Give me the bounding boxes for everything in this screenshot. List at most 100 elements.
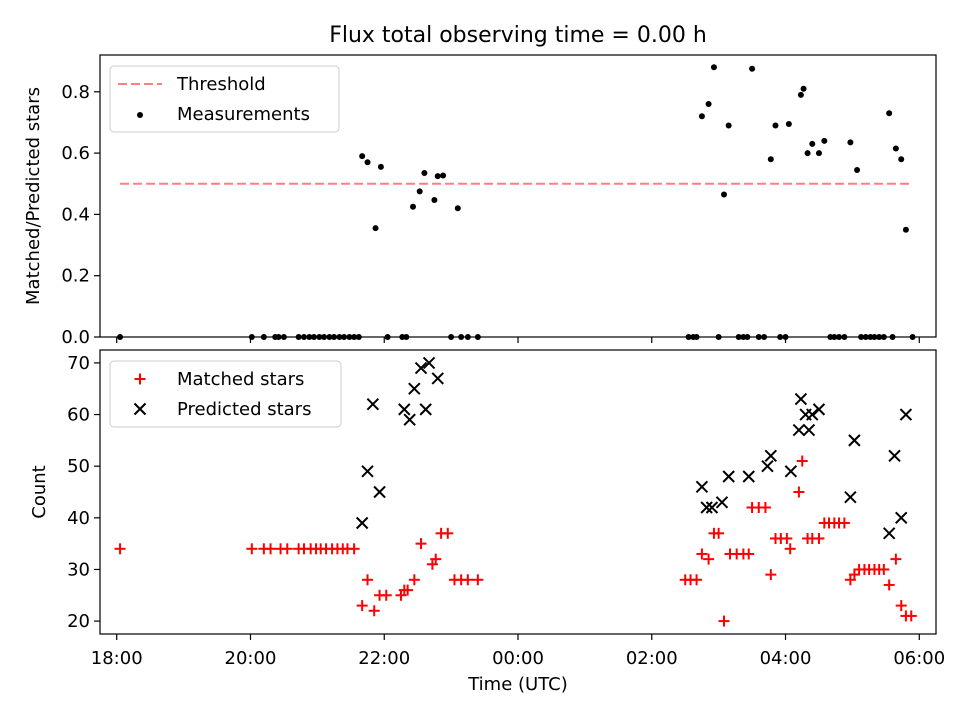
matched-star-point (265, 543, 277, 555)
predicted-star-mark-b (761, 459, 774, 473)
measurement-point (804, 150, 811, 157)
predicted-star-mark-b (361, 465, 374, 478)
measurement-point (889, 334, 896, 340)
top-y-tick-label: 0.4 (61, 204, 90, 225)
top-legend-box (109, 65, 340, 133)
measurement-point (311, 334, 318, 340)
bottom-y-axis-label: Count (29, 465, 50, 518)
predicted-star-point (848, 434, 861, 447)
measurement-point (416, 188, 423, 195)
predicted-star-point (695, 480, 709, 494)
matched-star-point (430, 553, 442, 565)
predicted-star-mark-b (355, 516, 369, 530)
predicted-star-point (895, 511, 908, 525)
legend-measurements-label: Measurements (177, 104, 310, 125)
matched-star-point (462, 574, 474, 586)
measurement-point (836, 334, 843, 340)
matched-star-point (713, 527, 725, 539)
predicted-star-mark-b (695, 480, 709, 494)
measurement-point (372, 225, 379, 232)
legend-matched-swatch (134, 373, 146, 385)
bottom-y-tick-label: 60 (67, 405, 90, 426)
measurement-point (715, 334, 722, 340)
measurement-point (886, 110, 893, 117)
predicted-star-point (802, 423, 816, 437)
measurement-point (767, 156, 774, 163)
x-tick-label: 04:00 (760, 648, 812, 669)
predicted-star-mark-b (722, 470, 735, 483)
measurement-point (705, 101, 712, 108)
predicted-star-point (761, 459, 774, 473)
measurement-point (458, 334, 465, 340)
measurement-point (772, 122, 779, 129)
top-y-tick-label: 0.6 (61, 143, 90, 164)
predicted-star-point (422, 356, 436, 370)
measurement-point (720, 191, 727, 198)
predicted-star-mark-b (403, 413, 416, 426)
predicted-star-point (899, 408, 913, 421)
measurement-point (306, 334, 313, 340)
measurement-point (440, 172, 447, 179)
measurement-point (785, 120, 792, 127)
measurement-point (248, 334, 255, 340)
top-plot-marks (117, 64, 916, 340)
measurement-point (698, 113, 705, 120)
measurement-point (735, 334, 742, 340)
legend-predicted-mark-b (133, 402, 147, 416)
measurement-point (710, 64, 717, 71)
measurement-point (377, 163, 384, 170)
x-tick-label: 02:00 (626, 648, 678, 669)
measurement-point (431, 196, 438, 203)
predicted-star-point (700, 501, 713, 514)
matched-star-point (356, 600, 368, 612)
predicted-star-point (794, 392, 808, 406)
measurement-point (117, 334, 124, 340)
matched-star-point (380, 589, 392, 601)
predicted-star-mark-b (366, 398, 380, 411)
predicted-star-mark-b (792, 423, 806, 437)
matched-star-point (848, 569, 860, 581)
predicted-star-mark-b (414, 361, 428, 375)
matched-star-point (415, 538, 427, 550)
matched-star-point (743, 548, 755, 560)
matched-star-point (883, 579, 895, 591)
measurement-point (403, 334, 410, 340)
matched-star-point (905, 610, 917, 622)
measurement-point (685, 334, 692, 340)
predicted-star-point (355, 516, 369, 530)
predicted-star-point (882, 527, 896, 540)
predicted-star-mark-b (802, 423, 816, 437)
measurement-point (316, 334, 323, 340)
measurement-point (384, 334, 391, 340)
predicted-star-point (361, 465, 374, 478)
predicted-star-mark-b (700, 501, 713, 514)
predicted-star-mark-b (419, 403, 432, 416)
matched-star-point (718, 615, 730, 627)
measurement-point (280, 334, 287, 340)
measurement-point (749, 65, 756, 72)
predicted-star-mark-b (844, 490, 857, 504)
top-legend: Threshold Measurements (109, 65, 340, 133)
matched-star-point (765, 569, 777, 581)
predicted-star-point (373, 485, 386, 499)
bottom-y-tick-label: 30 (67, 559, 90, 580)
matched-star-point (784, 543, 796, 555)
legend-matched-label: Matched stars (177, 369, 304, 390)
predicted-star-mark-b (806, 408, 819, 421)
x-tick-label: 20:00 (225, 648, 277, 669)
measurement-point (464, 334, 471, 340)
matched-star-point (895, 600, 907, 612)
predicted-star-mark-b (431, 372, 444, 385)
bottom-plot-marks (114, 356, 917, 627)
predicted-star-point (784, 465, 798, 478)
legend-threshold-label: Threshold (176, 74, 266, 95)
measurement-point (876, 334, 883, 340)
legend-predicted-label: Predicted stars (177, 399, 311, 420)
matched-star-point (114, 543, 126, 555)
measurement-point (782, 334, 789, 340)
measurement-point (421, 170, 428, 177)
predicted-star-point (705, 501, 719, 514)
measurement-point (336, 334, 343, 340)
predicted-star-point (408, 382, 421, 395)
